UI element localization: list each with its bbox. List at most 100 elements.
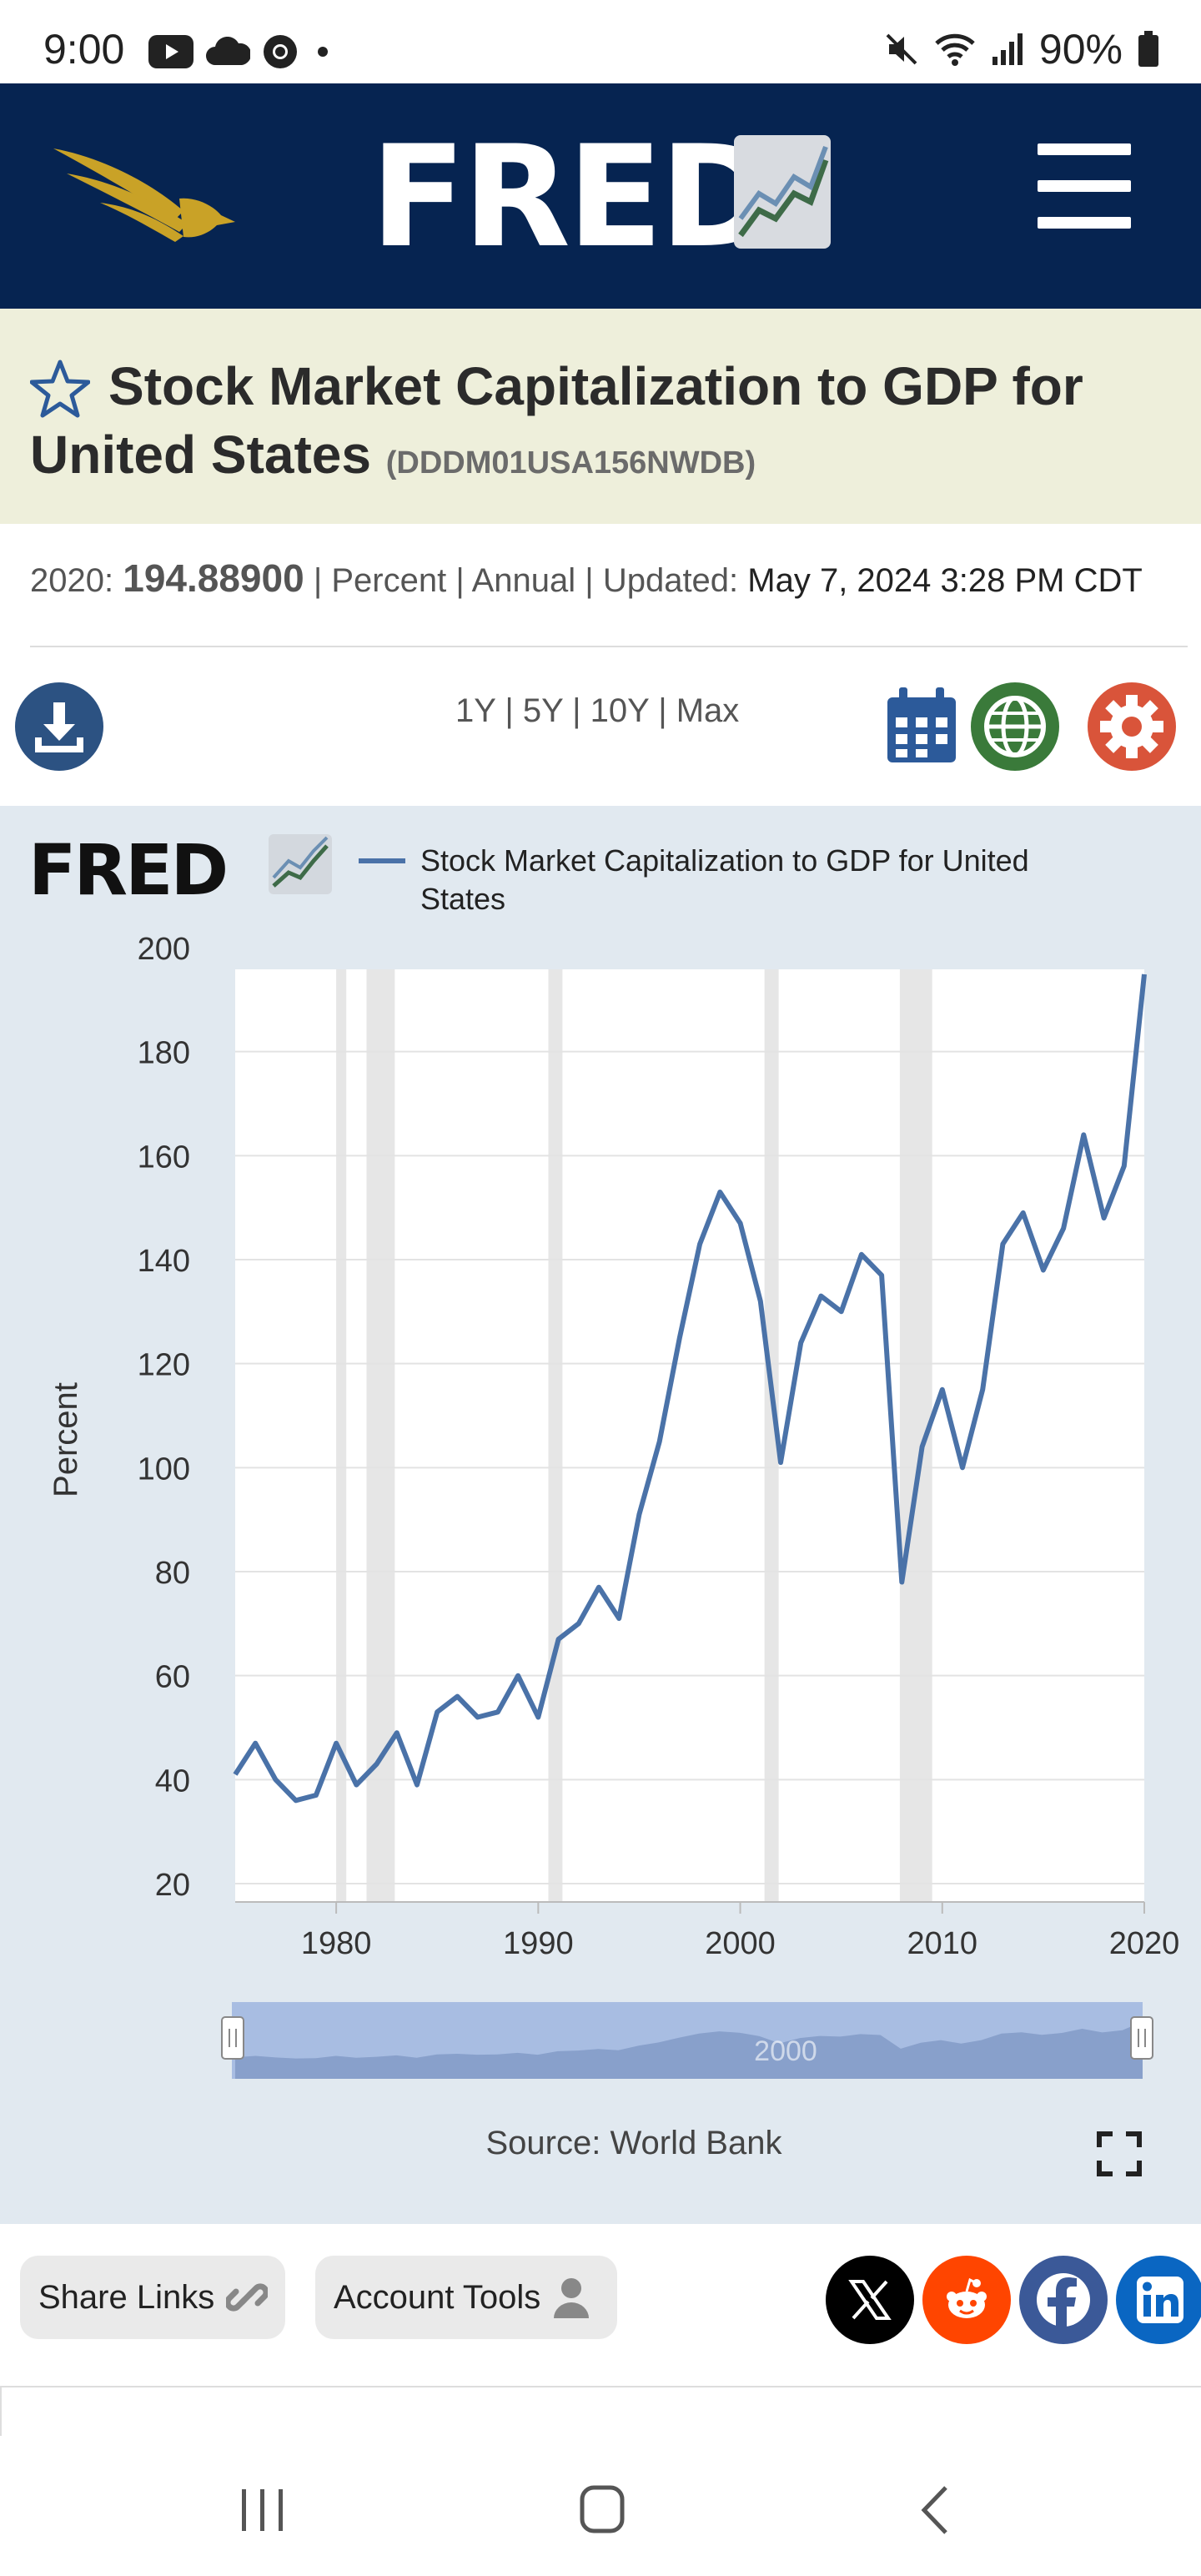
settings-button[interactable]: [1088, 682, 1176, 771]
gear-icon: [1100, 695, 1163, 758]
legend-label-line1: Stock Market Capitalization to GDP for U…: [420, 843, 1029, 878]
battery-icon: [1138, 31, 1158, 67]
range-10y[interactable]: 10Y: [590, 692, 650, 729]
fred-wordmark[interactable]: FRED: [370, 115, 776, 279]
user-icon: [554, 2278, 590, 2318]
chart-panel: FRED Stock Market Capitalization to GDP …: [0, 806, 1201, 2224]
x-axis-ticks: 1980 1990 2000 2010 2020: [301, 1902, 1179, 1961]
range-1y[interactable]: 1Y: [455, 692, 496, 729]
y-tick-label: 140: [138, 1244, 190, 1279]
meta-units: Percent: [331, 562, 447, 599]
range-5y[interactable]: 5Y: [522, 692, 564, 729]
android-nav-bar: [0, 2444, 1201, 2576]
bottom-card: [0, 2386, 1201, 2436]
youtube-icon: [148, 35, 193, 68]
recession-band: [336, 969, 347, 1902]
series-title: Stock Market Capitalization to GDP for U…: [30, 352, 1181, 497]
home-icon[interactable]: [564, 2481, 639, 2539]
status-left-icons: [148, 33, 335, 70]
x-tick-label: 1990: [503, 1926, 574, 1961]
link-icon: [226, 2283, 269, 2312]
x-icon: [848, 2280, 892, 2320]
y-tick-label: 120: [138, 1348, 190, 1383]
x-tick-label: 2020: [1109, 1926, 1180, 1961]
share-x-button[interactable]: [826, 2256, 914, 2344]
y-tick-label: 40: [155, 1763, 190, 1799]
status-right: 90%: [884, 25, 1159, 73]
meta-year: 2020:: [30, 562, 114, 599]
mute-icon: [886, 33, 917, 65]
account-tools-button[interactable]: Account Tools: [315, 2256, 617, 2339]
series-id: (DDDM01USA156NWDB): [385, 445, 756, 480]
hamburger-menu-button[interactable]: [1038, 143, 1134, 235]
cloud-icon: [206, 37, 250, 65]
globe-button[interactable]: [971, 682, 1059, 771]
line-chart: FRED Stock Market Capitalization to GDP …: [28, 829, 1179, 2176]
download-button[interactable]: [15, 682, 103, 771]
calendar-icon[interactable]: [884, 686, 959, 766]
back-icon[interactable]: [899, 2481, 974, 2539]
meta-value: 194.88900: [123, 556, 304, 600]
chrome-icon: [264, 35, 297, 68]
account-tools-label: Account Tools: [334, 2278, 541, 2316]
recent-apps-icon[interactable]: [225, 2481, 300, 2539]
range-slider[interactable]: 2000: [221, 2002, 1153, 2079]
signal-icon: [992, 33, 1023, 65]
y-tick-label: 180: [138, 1036, 190, 1071]
fullscreen-icon[interactable]: [1097, 2131, 1142, 2176]
download-icon: [35, 702, 83, 752]
slider-label: 2000: [754, 2035, 817, 2067]
star-icon[interactable]: [30, 359, 90, 419]
legend-label-line2: States: [420, 882, 505, 916]
globe-icon: [984, 696, 1046, 757]
meta-frequency: Annual: [471, 562, 576, 599]
meta-updated: May 7, 2024 3:28 PM CDT: [747, 562, 1143, 599]
meta-updated-label: Updated:: [602, 562, 739, 599]
divider: [30, 646, 1188, 647]
slider-handle-right[interactable]: [1130, 2016, 1153, 2060]
y-tick-label: 60: [155, 1660, 190, 1695]
wifi-icon: [935, 33, 975, 66]
share-links-label: Share Links: [38, 2278, 215, 2316]
menu-bar-3: [1038, 217, 1131, 229]
slider-mini-area: [235, 2021, 1143, 2079]
y-tick-label: 160: [138, 1140, 190, 1175]
share-reddit-button[interactable]: [922, 2256, 1011, 2344]
legend-fred-chart-icon: [269, 834, 332, 894]
eagle-logo-icon[interactable]: [50, 132, 242, 257]
y-tick-label: 100: [138, 1452, 190, 1487]
series-line[interactable]: [233, 974, 1147, 1804]
y-tick-label: 80: [155, 1556, 190, 1591]
menu-bar-2: [1038, 180, 1131, 192]
y-tick-label: 200: [138, 932, 190, 967]
status-bar: 9:00 90%: [0, 0, 1201, 83]
y-axis-ticks: 20 40 60 80 100 120 140 160 180 200: [138, 932, 190, 1903]
recession-band: [764, 969, 779, 1902]
range-max[interactable]: Max: [676, 692, 740, 729]
date-range-links: 1Y | 5Y | 10Y | Max: [455, 692, 740, 729]
title-band: Stock Market Capitalization to GDP for U…: [0, 309, 1201, 524]
share-facebook-button[interactable]: [1019, 2256, 1108, 2344]
status-time: 9:00: [43, 26, 125, 73]
share-links-button[interactable]: Share Links: [20, 2256, 285, 2339]
chart-source: Source: World Bank: [486, 2125, 783, 2161]
recession-band: [548, 969, 563, 1902]
gridlines: [235, 1050, 1144, 1903]
slider-handle-left[interactable]: [221, 2016, 244, 2060]
site-header: FRED: [0, 83, 1201, 309]
share-linkedin-button[interactable]: [1116, 2256, 1201, 2344]
y-axis-label: Percent: [48, 1382, 84, 1497]
legend-fred-logo: FRED: [28, 829, 226, 911]
dot-icon: [318, 47, 328, 57]
series-title-text: Stock Market Capitalization to GDP for U…: [30, 356, 1083, 485]
y-tick-label: 20: [155, 1868, 190, 1903]
series-meta: 2020: 194.88900 | Percent | Annual | Upd…: [30, 556, 1143, 600]
reddit-icon: [947, 2277, 987, 2318]
x-tick-label: 2010: [907, 1926, 978, 1961]
menu-bar-1: [1038, 143, 1131, 155]
fred-chart-icon: [734, 135, 831, 249]
x-tick-label: 2000: [705, 1926, 776, 1961]
facebook-icon: [1037, 2273, 1090, 2330]
linkedin-icon: [1137, 2277, 1183, 2323]
x-tick-label: 1980: [301, 1926, 372, 1961]
